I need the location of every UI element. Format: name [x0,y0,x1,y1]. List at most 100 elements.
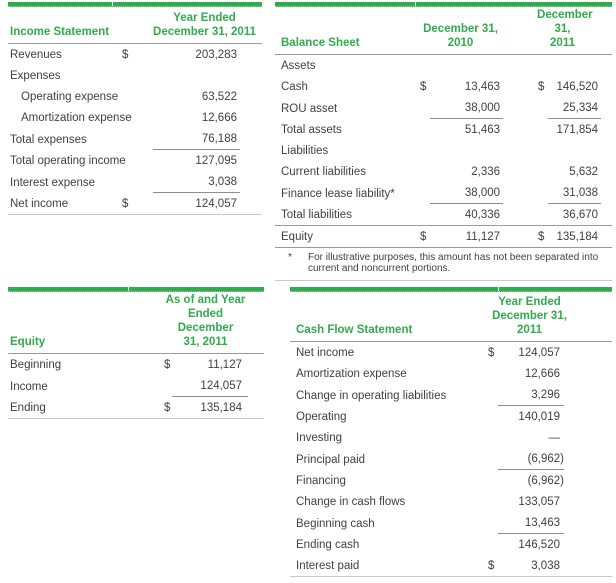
table-row: Revenues $ 203,283 [8,44,262,66]
spacer-cell [503,7,537,55]
spacer-cell [564,470,612,492]
row-label: Total operating income [10,155,126,167]
row-value-2010: 38,000 [430,182,504,204]
spacer-cell [601,76,612,97]
period-header-2010: December 31, 2010 [418,7,504,55]
row-label: Total assets [281,124,342,136]
green-accent-bar [8,287,264,292]
row-label: Revenues [10,49,62,61]
row-label: Ending [8,396,160,419]
row-value: 12,666 [201,112,237,124]
row-value-2011: 31,038 [548,182,602,204]
spacer-cell [601,119,612,141]
row-value: 146,520 [518,539,560,551]
table-row: Change in operating liabilities 3,296 [290,384,612,406]
row-value: 124,057 [518,347,560,359]
period-header-2011: December 31, 2011 [536,7,613,55]
currency-symbol: $ [418,225,430,248]
spacer-cell [564,448,612,470]
row-value-2010: 40,336 [430,203,504,226]
row-value-2010: 38,000 [430,97,504,119]
row-label: Ending cash [296,539,360,551]
currency-symbol: $ [536,225,549,248]
spacer-cell [240,150,262,172]
row-label: Current liabilities [281,166,367,178]
currency-symbol: $ [488,347,495,359]
row-value: 124,057 [153,192,240,215]
spacer-cell [601,161,612,182]
spacer-cell [240,107,262,128]
row-label: Expenses [10,70,61,82]
row-label: Operating [296,411,347,423]
row-label: Cash [281,81,308,93]
row-label: Amortization expense [21,112,132,124]
table-row: Interest paid $ 3,038 [290,555,613,577]
currency-symbol: $ [160,396,172,419]
row-label: Amortization expense [296,368,407,380]
spacer-cell [601,203,613,226]
row-value: (6,962) [498,448,564,470]
row-value: 3,296 [498,384,564,406]
currency-symbol: $ [164,359,171,371]
table-row: Assets [275,55,612,77]
green-accent-bar [8,2,262,7]
row-value-2010: 11,127 [430,225,504,248]
table-row: Ending cash 146,520 [290,534,612,556]
row-label: Finance lease liability* [281,187,395,200]
table-row: Amortization expense 12,666 [8,107,262,128]
row-value-2011: 5,632 [569,166,599,178]
row-value: 203,283 [195,49,237,61]
table-row: Net income $ 124,057 [290,342,612,364]
spacer-cell [240,86,262,107]
table-row: Change in cash flows 133,057 [290,491,612,512]
currency-symbol: $ [420,81,427,93]
row-value: 13,463 [498,512,564,534]
table-row: Ending $ 135,184 [8,396,265,419]
table-row: Expenses [8,65,262,86]
row-value: 3,038 [498,555,564,577]
row-value: 135,184 [172,396,248,419]
table-title: Balance Sheet [275,7,418,55]
table-row: Operating expense 63,522 [8,86,262,107]
spacer-cell [248,354,264,376]
currency-symbol: $ [122,49,129,61]
row-value: — [548,432,561,444]
spacer-cell [564,384,612,406]
table-row: Amortization expense 12,666 [290,363,612,384]
footnote: * For illustrative purposes, this amount… [275,247,613,281]
spacer-cell [248,396,265,419]
row-value-2011: 171,854 [556,124,599,136]
header-row: Equity As of and Year Ended December 31,… [8,292,265,354]
spacer-cell [564,427,612,448]
table-row: ROU asset 38,000 25,334 [275,97,612,119]
row-label: Investing [296,432,343,444]
row-value: (6,962) [527,475,564,487]
table-row: Equity $ 11,127 $ 135,184 [275,225,613,248]
row-label: Interest paid [290,555,478,577]
equity-table: Equity As of and Year Ended December 31,… [8,287,265,419]
table-row: Principal paid (6,962) [290,448,612,470]
footnote-text: For illustrative purposes, this amount h… [308,252,599,274]
row-label: Beginning [10,359,62,371]
green-accent-bar [290,287,612,292]
spacer-cell [564,512,612,534]
table-row: Total operating income 127,095 [8,150,262,172]
row-label: ROU asset [281,102,338,115]
row-label: Liabilities [281,145,329,157]
spacer-cell [240,44,262,66]
spacer-cell [601,55,612,77]
row-label: Equity [275,225,418,248]
row-value-2010: 13,463 [464,81,501,93]
spacer-cell [564,534,612,556]
spacer-cell [601,97,612,119]
row-value-2010: 51,463 [464,124,501,136]
spacer-cell [564,406,612,428]
table-row: Interest expense 3,038 [8,171,262,193]
spacer-cell [564,363,612,384]
table-row: Current liabilities 2,336 5,632 [275,161,612,182]
spacer-cell [601,182,612,204]
table-row: Total assets 51,463 171,854 [275,119,612,141]
row-value: 127,095 [195,155,237,167]
spacer-cell [564,342,612,364]
